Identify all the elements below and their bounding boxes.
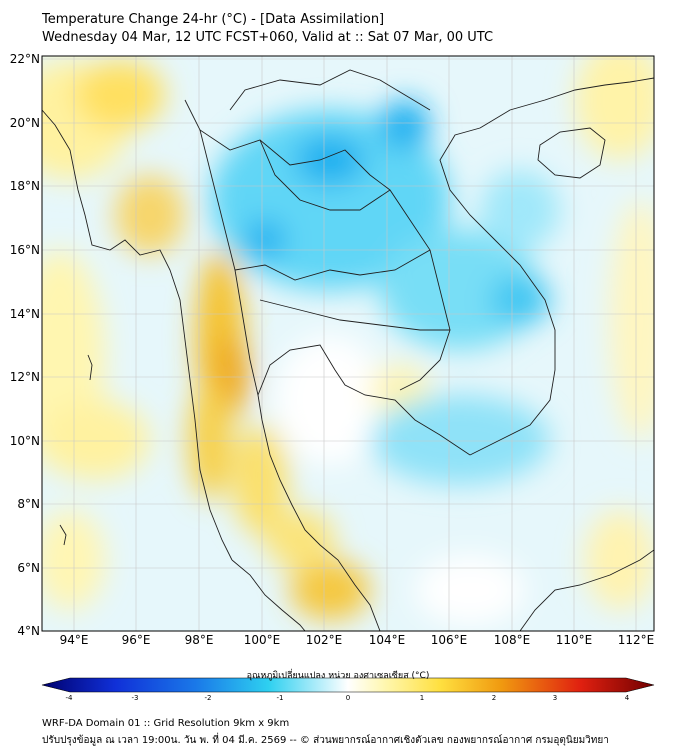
colorbar-tick: 1 (419, 694, 425, 702)
lat-label: 8°N (17, 497, 40, 511)
map-title: Temperature Change 24-hr (°C) - [Data As… (42, 12, 385, 27)
lon-label: 106°E (430, 633, 468, 647)
colorbar-tick: -3 (131, 694, 139, 702)
footer-model-info: WRF-DA Domain 01 :: Grid Resolution 9km … (42, 718, 290, 729)
colorbar-tick: -1 (276, 694, 284, 702)
lon-label: 98°E (184, 633, 214, 647)
lon-label: 112°E (617, 633, 655, 647)
footer-update-info: ปรับปรุงข้อมูล ณ เวลา 19:00น. วัน พ. ที่… (42, 735, 609, 746)
map-frame (41, 55, 655, 632)
temperature-field (42, 56, 654, 631)
colorbar-tick: -4 (65, 694, 73, 702)
lon-label: 100°E (243, 633, 281, 647)
lat-label: 10°N (9, 434, 40, 448)
coastlines (42, 69, 654, 631)
lon-label: 102°E (305, 633, 343, 647)
lon-label: 94°E (59, 633, 89, 647)
colorbar-tick: 0 (345, 694, 351, 702)
colorbar-title: อุณหภูมิเปลี่ยนแปลง หน่วย องศาเซลเซียส (… (246, 671, 430, 681)
lon-label: 108°E (493, 633, 531, 647)
lon-label: 96°E (121, 633, 151, 647)
colorbar (41, 677, 655, 693)
lat-label: 12°N (9, 370, 40, 384)
colorbar-tick: 4 (624, 694, 630, 702)
lat-label: 14°N (9, 307, 40, 321)
colorbar-tick: -2 (204, 694, 212, 702)
colorbar-tick: 2 (491, 694, 497, 702)
map-subtitle: Wednesday 04 Mar, 12 UTC FCST+060, Valid… (42, 30, 494, 45)
lat-label: 18°N (9, 179, 40, 193)
colorbar-tick: 3 (552, 694, 558, 702)
graticule (42, 56, 654, 631)
lat-label: 6°N (17, 561, 40, 575)
lat-label: 20°N (9, 116, 40, 130)
lon-label: 110°E (555, 633, 593, 647)
lon-label: 104°E (368, 633, 406, 647)
lat-label: 4°N (17, 624, 40, 638)
lat-label: 16°N (9, 243, 40, 257)
lat-label: 22°N (9, 52, 40, 66)
